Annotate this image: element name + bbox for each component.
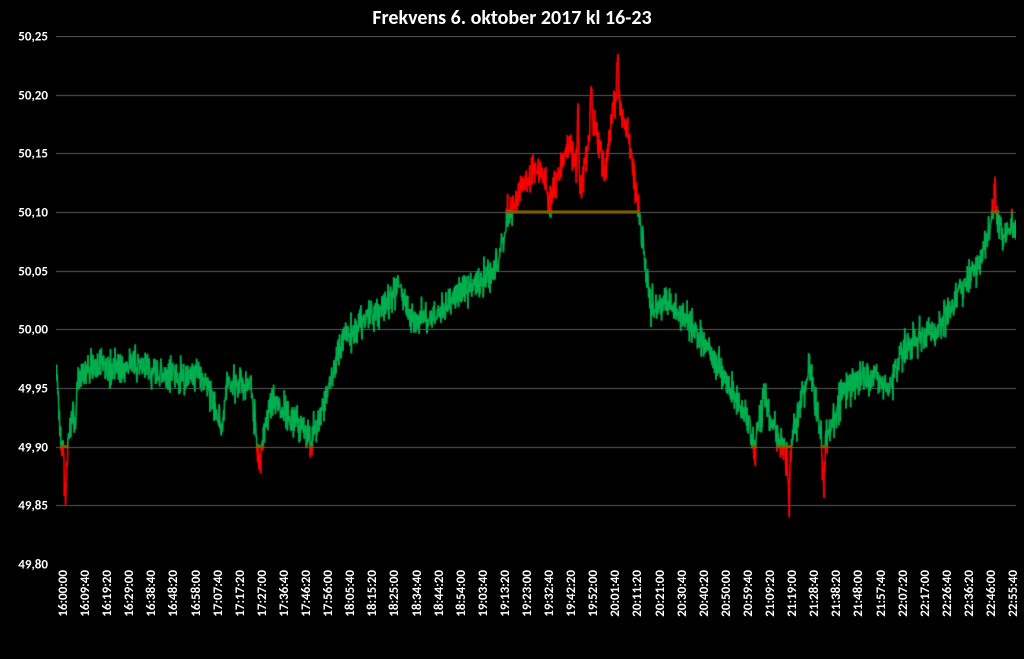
- x-tick-label: 16:09:40: [78, 570, 93, 617]
- y-tick-label: 49,90: [18, 440, 48, 455]
- x-tick-label: 20:01:40: [608, 570, 623, 617]
- x-tick-label: 20:30:40: [675, 570, 690, 617]
- x-tick-label: 16:19:20: [100, 570, 115, 617]
- x-tick-label: 20:40:20: [697, 570, 712, 617]
- frequency-chart: Frekvens 6. oktober 2017 kl 16-23 49,804…: [0, 0, 1024, 659]
- x-tick-label: 16:00:00: [56, 570, 71, 617]
- x-tick-label: 22:46:00: [984, 570, 999, 617]
- x-tick-label: 19:52:00: [586, 570, 601, 617]
- y-tick-label: 50,00: [18, 322, 48, 337]
- x-tick-label: 19:03:40: [476, 570, 491, 617]
- y-tick-label: 49,95: [18, 381, 48, 396]
- x-tick-label: 20:11:20: [630, 570, 645, 617]
- x-tick-label: 21:57:40: [874, 570, 889, 617]
- x-tick-label: 17:17:20: [233, 570, 248, 617]
- chart-title: Frekvens 6. oktober 2017 kl 16-23: [0, 6, 1024, 30]
- x-tick-label: 21:48:00: [851, 570, 866, 617]
- x-tick-label: 17:27:00: [255, 570, 270, 617]
- y-tick-label: 50,05: [18, 264, 48, 279]
- plot-area: 49,8049,8549,9049,9550,0050,0550,1050,15…: [56, 36, 1016, 564]
- x-tick-label: 18:54:00: [454, 570, 469, 617]
- x-tick-label: 18:34:40: [410, 570, 425, 617]
- x-tick-label: 17:36:40: [277, 570, 292, 617]
- x-tick-label: 19:23:00: [520, 570, 535, 617]
- x-tick-label: 20:21:00: [653, 570, 668, 617]
- x-tick-label: 16:38:40: [144, 570, 159, 617]
- x-tick-label: 16:58:00: [189, 570, 204, 617]
- y-tick-label: 49,80: [18, 557, 48, 572]
- x-tick-label: 16:48:20: [166, 570, 181, 617]
- x-tick-label: 21:09:20: [763, 570, 778, 617]
- x-tick-label: 18:25:00: [387, 570, 402, 617]
- x-tick-label: 21:19:00: [785, 570, 800, 617]
- x-tick-label: 17:07:40: [211, 570, 226, 617]
- x-tick-label: 21:28:40: [807, 570, 822, 617]
- x-tick-label: 17:46:20: [299, 570, 314, 617]
- x-tick-label: 21:38:20: [829, 570, 844, 617]
- y-tick-label: 50,15: [18, 146, 48, 161]
- x-tick-label: 19:42:20: [564, 570, 579, 617]
- x-tick-label: 20:59:40: [741, 570, 756, 617]
- x-tick-label: 22:07:20: [896, 570, 911, 617]
- x-tick-label: 22:36:20: [962, 570, 977, 617]
- data-layer: [56, 36, 1016, 564]
- x-tick-label: 18:44:20: [432, 570, 447, 617]
- x-tick-label: 17:56:00: [321, 570, 336, 617]
- x-tick-label: 22:55:40: [1006, 570, 1021, 617]
- x-tick-label: 18:15:20: [365, 570, 380, 617]
- y-tick-label: 50,10: [18, 205, 48, 220]
- x-tick-label: 22:17:00: [918, 570, 933, 617]
- y-tick-label: 50,25: [18, 29, 48, 44]
- y-tick-label: 49,85: [18, 498, 48, 513]
- y-tick-label: 50,20: [18, 88, 48, 103]
- x-tick-label: 18:05:40: [343, 570, 358, 617]
- x-tick-label: 16:29:00: [122, 570, 137, 617]
- x-tick-label: 19:32:40: [542, 570, 557, 617]
- x-tick-label: 19:13:20: [498, 570, 513, 617]
- x-tick-label: 22:26:40: [940, 570, 955, 617]
- x-tick-label: 20:50:00: [719, 570, 734, 617]
